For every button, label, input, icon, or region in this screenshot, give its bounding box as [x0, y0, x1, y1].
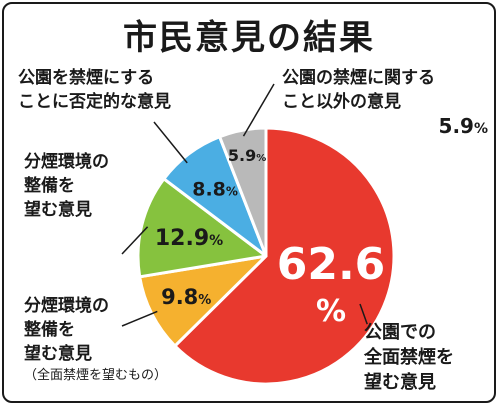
slice-value-number: 5.9 — [228, 146, 256, 165]
annotation-separated: 分煙環境の 整備を 望む意見 — [24, 150, 109, 222]
slice-value-number: 9.8 — [161, 285, 198, 309]
annotation-full-ban-line: 全面禁煙を — [364, 347, 454, 368]
leader-line-separated_full — [121, 310, 158, 327]
annotation-negative-line: ことに否定的な意見 — [18, 92, 171, 112]
annotation-other: 公園の禁煙に関する こと以外の意見 — [282, 66, 435, 114]
leader-lines — [121, 83, 368, 327]
annotation-full-ban: 公園での 全面禁煙を 望む意見 — [364, 320, 454, 395]
slice-value-labels: 62.6 %9.8%12.9%8.8%5.9% — [155, 146, 385, 329]
slice-value-unit: % — [226, 184, 238, 198]
annotation-separated-line: 整備を — [24, 176, 75, 196]
other-value-unit: % — [473, 121, 488, 137]
slice-value-label-separated_full: 9.8% — [161, 285, 211, 309]
leader-line-other — [242, 83, 275, 137]
annotation-separated-full-line: 望む意見 — [24, 344, 92, 364]
annotation-separated-full-note: （全面禁煙を望むもの） — [24, 368, 168, 383]
pie-slice-full_ban — [173, 126, 396, 386]
slice-value-unit: % — [209, 233, 223, 249]
annotation-separated-full: 分煙環境の 整備を 望む意見 （全面禁煙を望むもの） — [24, 294, 167, 386]
annotation-other-line: 公園の禁煙に関する — [282, 68, 435, 88]
annotation-separated-full-line: 分煙環境の — [24, 296, 109, 316]
annotation-full-ban-line: 公園での — [364, 322, 436, 343]
annotation-other-line: こと以外の意見 — [282, 92, 401, 112]
slice-value-number: 12.9 — [155, 226, 209, 251]
leader-line-negative — [153, 121, 188, 164]
slice-value-label-other: 5.9% — [228, 146, 266, 165]
other-value-number: 5.9 — [438, 114, 474, 138]
annotation-full-ban-line: 望む意見 — [364, 372, 436, 393]
annotation-negative-line: 公園を禁煙にする — [18, 68, 155, 88]
slice-value-number: 8.8 — [192, 178, 226, 200]
annotation-separated-line: 望む意見 — [24, 200, 92, 220]
pie-slices — [136, 126, 396, 386]
slice-value-unit: % — [316, 294, 346, 329]
slice-value-label-negative: 8.8% — [192, 178, 238, 200]
pie-chart: 62.6 %9.8%12.9%8.8%5.9% — [121, 83, 396, 386]
leader-line-separated — [121, 226, 149, 255]
slice-value-label-separated: 12.9% — [155, 226, 223, 251]
slice-value-unit: % — [256, 153, 266, 164]
annotation-other-value: 5.9% — [439, 114, 488, 138]
pie-slice-separated — [136, 177, 268, 279]
chart-title: 市民意見の結果 — [123, 18, 375, 58]
slice-value-number: 62.6 — [277, 239, 386, 290]
annotation-separated-full-line: 整備を — [24, 320, 75, 340]
leader-line-full_ban — [359, 303, 368, 325]
slice-value-unit: % — [198, 293, 211, 308]
slice-value-label-full_ban: 62.6% — [277, 239, 386, 329]
chart-figure: 市民意見の結果 62.6% 9.8% 12.9% 8.8% 5.9% 公園の禁煙に関する… — [2, 2, 496, 403]
annotation-separated-line: 分煙環境の — [24, 152, 109, 172]
annotation-negative: 公園を禁煙にする ことに否定的な意見 — [18, 66, 171, 114]
pie-slice-other — [218, 126, 268, 258]
